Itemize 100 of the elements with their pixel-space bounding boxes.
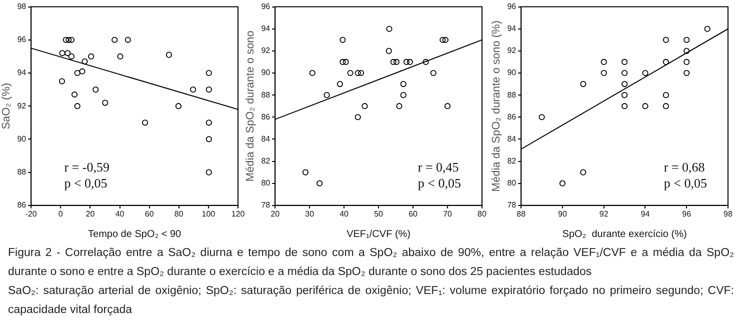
point (117, 53, 124, 60)
x-tick-label: 80 (174, 209, 184, 218)
point (342, 58, 349, 66)
x-tick-label: 90 (558, 209, 568, 218)
x-tick-label: 60 (144, 209, 154, 218)
point (422, 58, 429, 66)
point (662, 58, 669, 66)
x-tick-label: 30 (305, 209, 315, 218)
x-axis-title: SpO₂ durante exercício (%) (562, 228, 687, 240)
y-tick-label: 82 (261, 156, 271, 166)
y-axis-title: Média da SpO₂ durante o sono (244, 30, 257, 182)
y-tick-label: 90 (507, 68, 517, 78)
point (354, 70, 361, 76)
y-tick-label: 80 (507, 178, 517, 188)
point (66, 36, 72, 43)
annotation: p < 0,05 (64, 176, 108, 191)
y-tick-label: 78 (507, 200, 517, 210)
point (175, 103, 182, 110)
point (358, 70, 364, 76)
point (302, 169, 308, 176)
point (206, 120, 212, 126)
point (400, 92, 406, 98)
annotation: r = 0,68 (664, 160, 705, 175)
point (112, 36, 118, 43)
y-tick-label: 80 (261, 178, 271, 188)
annotation: p < 0,05 (418, 176, 461, 191)
y-tick-label: 96 (507, 2, 517, 12)
x-tick-label: 94 (640, 209, 650, 218)
point (92, 86, 99, 93)
y-tick-label: 92 (261, 46, 271, 56)
point (62, 36, 69, 43)
point (166, 52, 172, 58)
point (102, 100, 108, 106)
point (622, 80, 628, 88)
x-tick-label: 60 (408, 209, 418, 218)
x-tick-label: 20 (86, 209, 96, 218)
y-tick-label: 90 (261, 68, 271, 78)
point (393, 58, 400, 66)
point (622, 58, 628, 66)
annotation: r = -0,59 (64, 160, 110, 175)
point (580, 80, 586, 88)
point (403, 58, 410, 66)
y-tick-label: 90 (17, 134, 27, 144)
point (600, 70, 607, 76)
point (142, 120, 148, 126)
point (430, 70, 436, 76)
x-tick-label: 120 (231, 209, 246, 218)
point (316, 180, 323, 186)
y-tick-label: 94 (261, 24, 271, 34)
point (336, 80, 343, 88)
annotation: r = 0,45 (418, 160, 459, 175)
point (559, 180, 566, 186)
point (386, 26, 392, 32)
point (309, 70, 316, 76)
x-tick-label: 40 (340, 209, 350, 218)
x-tick-label: 70 (443, 209, 453, 218)
x-tick-label: 92 (599, 209, 609, 218)
point (600, 58, 607, 66)
x-tick-label: 0 (58, 209, 64, 218)
point (704, 26, 710, 32)
point (406, 58, 413, 66)
point (72, 91, 78, 98)
point (354, 114, 361, 120)
x-tick-label: 100 (202, 209, 216, 218)
point (642, 70, 648, 76)
point (64, 50, 71, 56)
point (340, 58, 346, 66)
y-tick-label: 84 (507, 134, 517, 144)
x-axis-title: Tempo de SpO₂ < 90 (88, 228, 182, 240)
point (79, 68, 86, 74)
point (622, 92, 628, 98)
point (400, 80, 406, 88)
point (59, 50, 66, 56)
point (206, 86, 212, 93)
point (662, 103, 669, 110)
point (206, 70, 212, 76)
y-tick-label: 88 (507, 90, 517, 100)
point (340, 36, 346, 43)
x-tick-label: 50 (374, 209, 384, 218)
x-tick-label: 88 (516, 209, 526, 218)
y-tick-label: 78 (261, 200, 271, 210)
point (622, 103, 628, 110)
y-tick-label: 88 (261, 90, 271, 100)
y-tick-label: 86 (261, 112, 271, 122)
x-tick-label: 96 (682, 209, 692, 218)
point (390, 58, 396, 66)
y-tick-label: 94 (507, 24, 517, 34)
point (58, 78, 66, 84)
y-axis-title: SaO₂ (%) (0, 82, 13, 130)
point (642, 103, 648, 110)
point (124, 36, 131, 43)
y-axis-title: Média da SpO₂ durante o sono (%) (490, 20, 503, 192)
x-tick-label: 40 (115, 209, 125, 218)
x-tick-label: 80 (478, 209, 487, 218)
x-tick-label: 98 (724, 209, 733, 218)
point (206, 169, 212, 176)
point (684, 70, 690, 76)
y-tick-label: 96 (17, 35, 27, 44)
y-tick-label: 82 (507, 156, 517, 166)
y-tick-label: 84 (261, 134, 271, 144)
